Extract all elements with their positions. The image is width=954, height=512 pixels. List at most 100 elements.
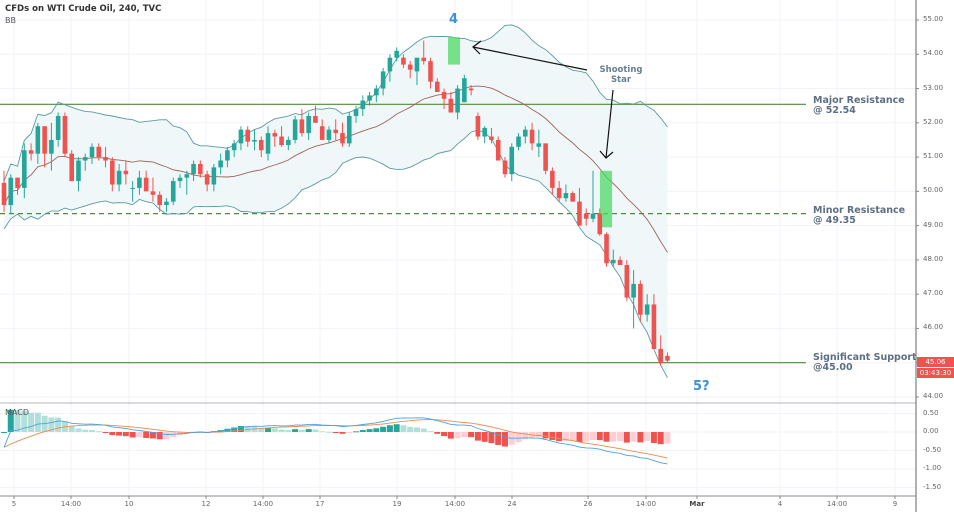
macd-histogram-bar bbox=[488, 432, 495, 444]
macd-histogram-bar bbox=[562, 432, 569, 441]
macd-histogram-bar bbox=[48, 417, 55, 432]
candle-body bbox=[556, 187, 562, 199]
time-tick-label: 10 bbox=[124, 500, 134, 508]
macd-histogram-bar bbox=[515, 432, 522, 443]
candle-body bbox=[441, 91, 447, 99]
macd-histogram-bar bbox=[400, 425, 407, 432]
macd-histogram-bar bbox=[75, 428, 82, 432]
indicator-label-macd[interactable]: MACD bbox=[5, 408, 29, 417]
time-tick-label: 14:00 bbox=[826, 500, 848, 508]
macd-histogram-bar bbox=[353, 431, 360, 433]
major-resistance-title: Major Resistance bbox=[813, 95, 905, 106]
candle-body bbox=[35, 126, 41, 154]
candle-body bbox=[55, 115, 61, 140]
macd-histogram-bar bbox=[332, 432, 339, 433]
bollinger-basis bbox=[3, 85, 668, 253]
candle-body bbox=[407, 64, 413, 70]
macd-histogram-bar bbox=[265, 427, 272, 432]
horizontal-levels[interactable] bbox=[0, 103, 806, 364]
macd-histogram-bar bbox=[14, 409, 21, 432]
wave-4-label: 4 bbox=[449, 12, 459, 27]
shooting-star-highlight-1 bbox=[448, 37, 460, 65]
candle-body bbox=[590, 213, 596, 219]
candle-highlights bbox=[448, 37, 612, 228]
macd-histogram-bar bbox=[569, 432, 576, 441]
macd-histogram-bar bbox=[143, 432, 150, 438]
macd-histogram-bar bbox=[657, 432, 664, 445]
macd-tick-label: -1.00 bbox=[923, 464, 942, 472]
candle-body bbox=[204, 174, 210, 185]
macd-histogram-bar bbox=[305, 429, 312, 432]
macd-histogram-bar bbox=[319, 431, 326, 433]
candle-body bbox=[265, 133, 271, 154]
macd-histogram-bar bbox=[596, 432, 603, 441]
macd-histogram-bar bbox=[617, 432, 624, 442]
candle-body bbox=[448, 98, 454, 113]
candle-body bbox=[611, 259, 616, 264]
macd-histogram-bar bbox=[231, 427, 238, 432]
candle-body bbox=[42, 126, 47, 154]
candle-body bbox=[353, 109, 359, 116]
candle-body bbox=[28, 150, 34, 154]
candle-body bbox=[536, 143, 542, 147]
macd-histogram-bar bbox=[623, 432, 630, 443]
macd-histogram-bar bbox=[461, 432, 468, 438]
candle-body bbox=[455, 88, 460, 113]
candle-body bbox=[191, 163, 196, 175]
macd-histogram-bar bbox=[359, 430, 366, 432]
candle-body bbox=[631, 283, 636, 298]
macd-histogram-bar bbox=[583, 432, 590, 442]
time-tick-label: 12 bbox=[201, 500, 211, 508]
candle-body bbox=[184, 174, 190, 178]
macd-histogram-bar bbox=[34, 412, 41, 432]
macd-histogram-bar bbox=[237, 426, 244, 432]
annotation-arrows[interactable] bbox=[472, 40, 614, 159]
time-tick-label: 14:00 bbox=[252, 500, 274, 508]
candle-body bbox=[434, 81, 440, 92]
price-tick-label: 50.00 bbox=[923, 186, 944, 195]
macd-tick-label: -1.50 bbox=[923, 482, 942, 491]
time-tick-label: 26 bbox=[583, 500, 593, 508]
candle-body bbox=[577, 201, 582, 226]
price-tick-label: 44.00 bbox=[923, 391, 944, 400]
candle-body bbox=[279, 136, 284, 146]
macd-histogram-bar bbox=[420, 428, 427, 432]
candle-body bbox=[258, 139, 264, 151]
candle-body bbox=[414, 57, 420, 72]
candle-body bbox=[563, 193, 569, 199]
minor-resistance-title: Minor Resistance bbox=[813, 205, 906, 216]
macd-histogram-bar bbox=[434, 432, 441, 434]
candle-body bbox=[665, 355, 670, 361]
macd-histogram-bar bbox=[589, 432, 596, 441]
macd-histogram-bar bbox=[21, 410, 28, 432]
macd-histogram-bar bbox=[149, 432, 156, 439]
time-tick-label: 5 bbox=[11, 500, 17, 508]
candle-body bbox=[346, 115, 352, 144]
macd-histogram-bar bbox=[664, 432, 671, 444]
macd-histogram-bar bbox=[373, 428, 380, 432]
wave-5-label: 5? bbox=[693, 379, 710, 394]
price-tick-label: 47.00 bbox=[923, 289, 944, 298]
candle-body bbox=[658, 348, 663, 363]
candle-body bbox=[543, 143, 548, 171]
candle-body bbox=[367, 95, 372, 101]
indicator-label-bb[interactable]: BB bbox=[5, 16, 16, 25]
macd-tick-label: 0.50 bbox=[923, 408, 939, 417]
candle-body bbox=[8, 177, 14, 206]
macd-histogram-bar bbox=[292, 429, 299, 432]
macd-histogram-bar bbox=[441, 432, 448, 437]
candle-body bbox=[306, 115, 311, 134]
candle-body bbox=[651, 304, 657, 349]
macd-histogram-bar bbox=[610, 432, 617, 442]
macd-histogram-bar bbox=[68, 426, 75, 432]
candle-body bbox=[286, 139, 291, 146]
macd-histogram-bar bbox=[89, 430, 96, 432]
macd-histogram-bar bbox=[447, 432, 454, 439]
macd-histogram-bar bbox=[603, 432, 610, 442]
macd-tick-label: -0.50 bbox=[923, 445, 942, 454]
candle-body bbox=[299, 119, 305, 134]
minor-resistance-value: @ 49.35 bbox=[813, 215, 856, 226]
candle-body bbox=[225, 150, 230, 161]
macd-histogram-bar bbox=[454, 432, 461, 439]
